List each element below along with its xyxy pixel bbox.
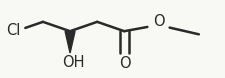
Text: O: O — [119, 56, 131, 71]
Text: O: O — [153, 14, 164, 29]
Polygon shape — [65, 31, 75, 53]
Text: Cl: Cl — [6, 23, 20, 38]
Text: OH: OH — [62, 55, 84, 70]
